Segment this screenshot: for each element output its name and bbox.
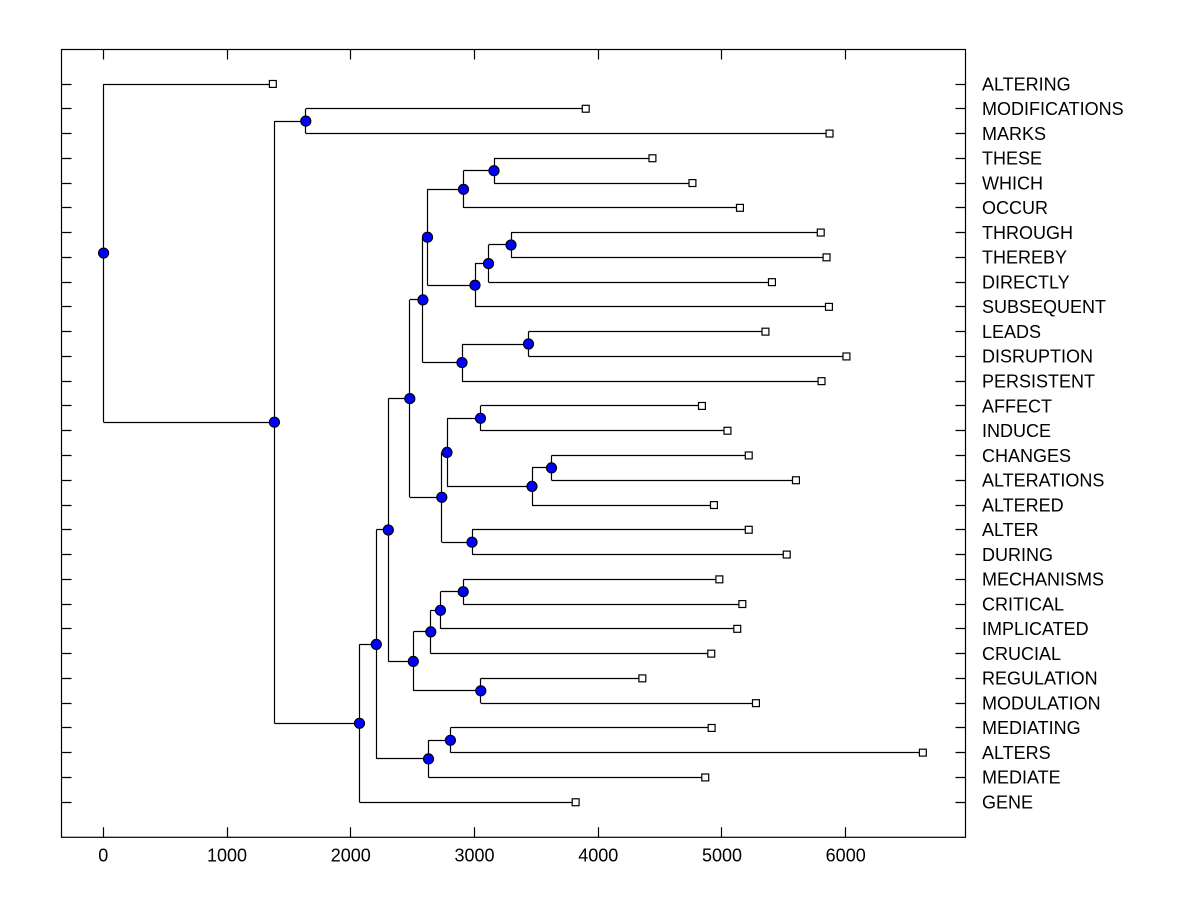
svg-text:1000: 1000 [207, 845, 247, 865]
svg-text:3000: 3000 [454, 845, 494, 865]
svg-text:THEREBY: THEREBY [982, 248, 1067, 268]
svg-text:REGULATION: REGULATION [982, 669, 1098, 689]
svg-text:AFFECT: AFFECT [982, 396, 1052, 416]
svg-text:ALTER: ALTER [982, 520, 1039, 540]
svg-text:INDUCE: INDUCE [982, 421, 1051, 441]
svg-text:LEADS: LEADS [982, 322, 1041, 342]
svg-text:MARKS: MARKS [982, 124, 1046, 144]
svg-text:CRITICAL: CRITICAL [982, 594, 1064, 614]
svg-text:THESE: THESE [982, 149, 1042, 169]
svg-text:DURING: DURING [982, 545, 1053, 565]
svg-text:SUBSEQUENT: SUBSEQUENT [982, 297, 1106, 317]
svg-text:ALTERED: ALTERED [982, 495, 1064, 515]
svg-text:GENE: GENE [982, 793, 1033, 813]
svg-text:CHANGES: CHANGES [982, 446, 1071, 466]
svg-text:MEDIATING: MEDIATING [982, 718, 1081, 738]
svg-text:MECHANISMS: MECHANISMS [982, 570, 1104, 590]
svg-text:6000: 6000 [826, 845, 866, 865]
svg-text:PERSISTENT: PERSISTENT [982, 372, 1095, 392]
svg-text:OCCUR: OCCUR [982, 198, 1048, 218]
svg-text:MODULATION: MODULATION [982, 693, 1101, 713]
svg-text:WHICH: WHICH [982, 173, 1043, 193]
svg-text:MODIFICATIONS: MODIFICATIONS [982, 99, 1124, 119]
svg-text:0: 0 [98, 845, 108, 865]
svg-text:ALTERS: ALTERS [982, 743, 1051, 763]
svg-text:DIRECTLY: DIRECTLY [982, 272, 1070, 292]
svg-text:DISRUPTION: DISRUPTION [982, 347, 1093, 367]
svg-text:ALTERATIONS: ALTERATIONS [982, 471, 1104, 491]
svg-text:MEDIATE: MEDIATE [982, 768, 1061, 788]
svg-text:4000: 4000 [578, 845, 618, 865]
svg-text:CRUCIAL: CRUCIAL [982, 644, 1061, 664]
svg-text:2000: 2000 [331, 845, 371, 865]
svg-text:ALTERING: ALTERING [982, 74, 1071, 94]
svg-text:IMPLICATED: IMPLICATED [982, 619, 1089, 639]
svg-text:THROUGH: THROUGH [982, 223, 1073, 243]
svg-text:5000: 5000 [702, 845, 742, 865]
